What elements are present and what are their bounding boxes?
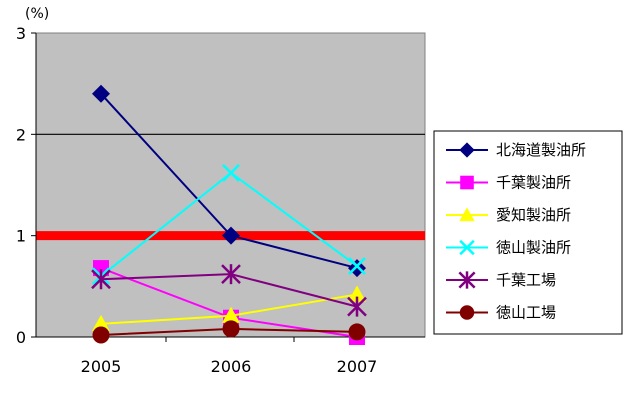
data-point-2-2 [348, 285, 366, 302]
legend-marker-5 [459, 305, 475, 320]
data-point-4-2 [347, 296, 367, 317]
data-point-3-1 [222, 163, 240, 182]
legend-marker-1 [460, 175, 474, 190]
legend-marker-0 [459, 142, 475, 158]
data-point-4-0 [91, 269, 111, 290]
legend-marker-3-stroke-b [459, 239, 475, 256]
series-2 [92, 285, 366, 332]
series-layer [91, 84, 367, 345]
legend-label-5: 徳山工場 [496, 304, 556, 322]
legend-marker-3 [459, 239, 475, 256]
legend-box [433, 130, 623, 335]
y-tick-label-2: 2 [16, 125, 26, 144]
data-point-0-1 [222, 226, 240, 245]
data-point-5-2 [348, 323, 366, 341]
data-point-3-2-stroke-b [348, 257, 366, 275]
data-point-2-0 [92, 314, 110, 332]
plot-area [35, 32, 426, 338]
data-point-5-1 [222, 320, 240, 338]
legend-label-0: 北海道製油所 [496, 141, 586, 159]
series-0 [92, 84, 366, 278]
y-tick-label-0: 0 [16, 328, 26, 347]
y-unit-label: (%) [25, 6, 49, 22]
series-5 [92, 320, 366, 344]
legend-label-1: 千葉製油所 [496, 174, 571, 192]
data-point-3-2 [348, 257, 366, 275]
y-tick-label-1: 1 [16, 227, 26, 246]
data-point-4-1 [221, 264, 241, 285]
legend-label-4: 千葉工場 [496, 271, 556, 289]
x-tick-label-2006: 2006 [211, 357, 252, 376]
legend-label-2: 愛知製油所 [496, 206, 571, 224]
legend-marker-2 [459, 207, 475, 222]
data-point-3-1-stroke-b [222, 163, 240, 182]
legend-marker-4 [458, 271, 476, 289]
tick-labels: 0 1 2 3 2005 2006 2007 [16, 24, 378, 376]
x-tick-label-2005: 2005 [81, 357, 122, 376]
y-tick-label-3: 3 [16, 24, 26, 43]
data-point-5-0 [92, 326, 110, 344]
data-point-2-1 [222, 306, 240, 323]
legend-label-3: 徳山製油所 [496, 239, 571, 257]
series-4 [91, 264, 367, 317]
data-point-0-0 [92, 84, 110, 103]
x-tick-label-2007: 2007 [337, 357, 378, 376]
